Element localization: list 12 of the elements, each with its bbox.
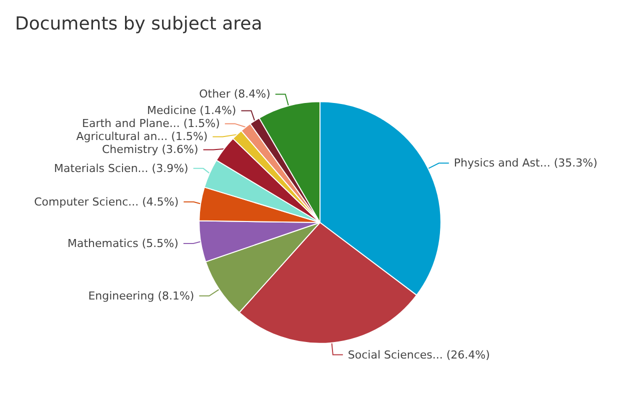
slice-label: Computer Scienc... (4.5%) [34, 195, 179, 208]
slice-label: Agricultural an... (1.5%) [76, 130, 208, 144]
slice-label: Other (8.4%) [199, 88, 270, 101]
slice-label: Physics and Ast... (35.3%) [454, 156, 598, 170]
slice-label: Chemistry (3.6%) [102, 143, 198, 156]
slice-label: Medicine (1.4%) [147, 104, 236, 118]
slice-label: Materials Scien... (3.9%) [54, 162, 188, 175]
chart-title: Documents by subject area [15, 14, 262, 34]
slice-label: Engineering (8.1%) [88, 289, 194, 302]
slice-label: Earth and Plane... (1.5%) [82, 117, 220, 130]
slice-label: Social Sciences... (26.4%) [348, 348, 490, 362]
slice-label: Mathematics (5.5%) [67, 236, 178, 250]
